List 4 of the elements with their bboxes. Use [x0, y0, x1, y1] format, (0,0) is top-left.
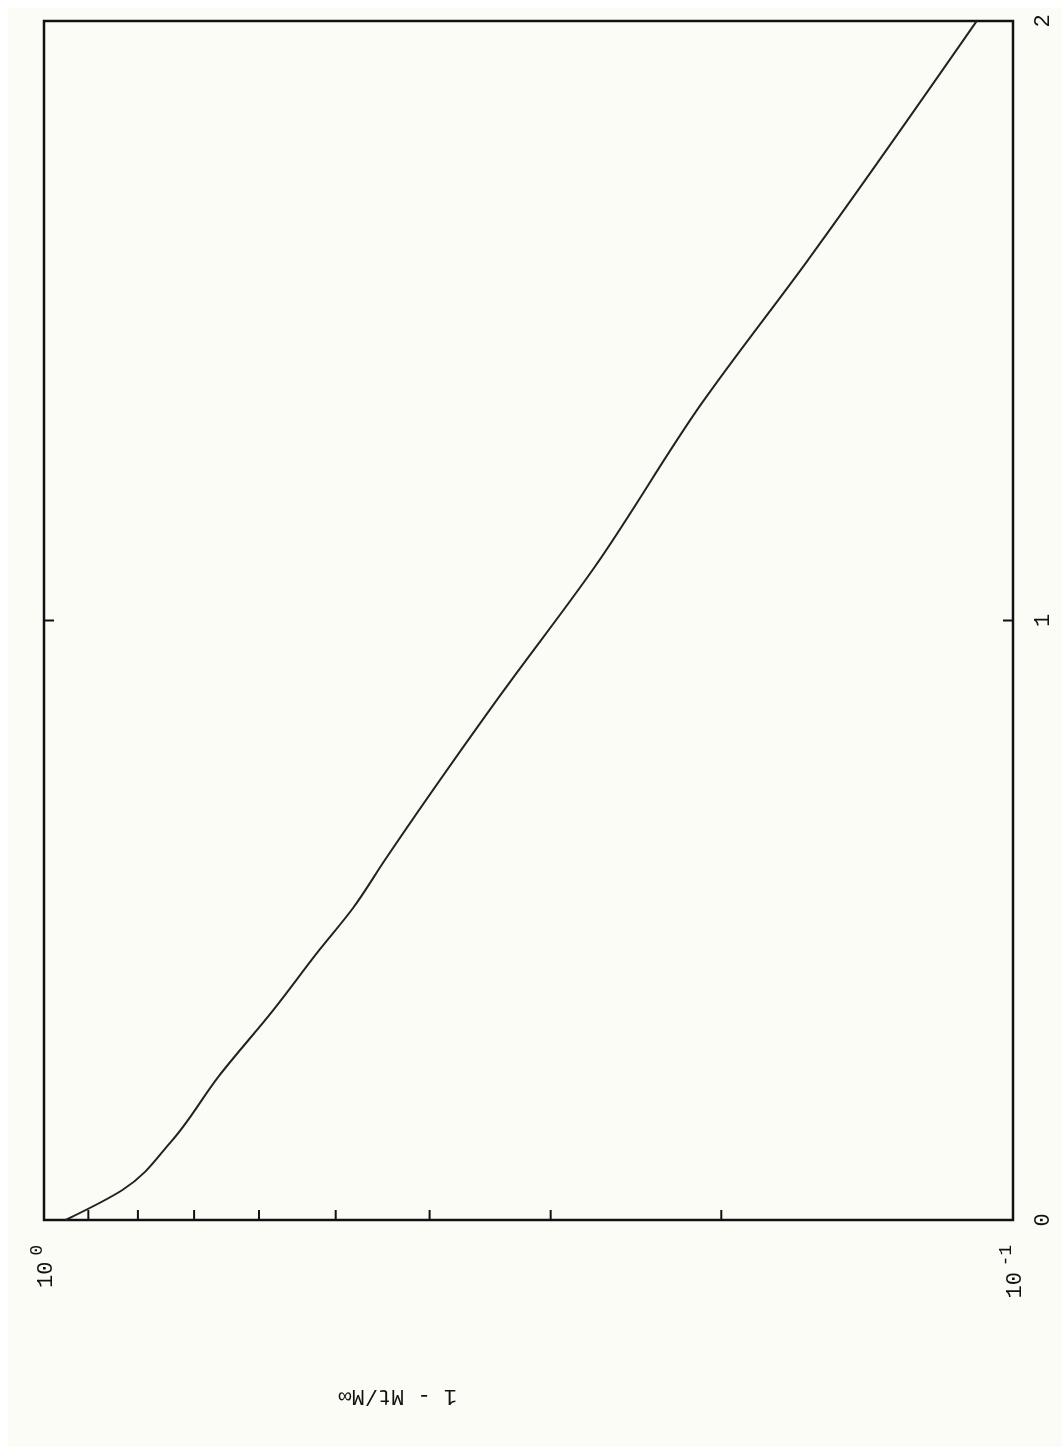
y-tick-label: 0: [1030, 1213, 1056, 1227]
y-tick-label: 2: [1030, 14, 1056, 28]
y-tick-label: 1: [1030, 613, 1056, 628]
x-axis-title: 1 - Mt/M∞: [338, 1383, 458, 1409]
